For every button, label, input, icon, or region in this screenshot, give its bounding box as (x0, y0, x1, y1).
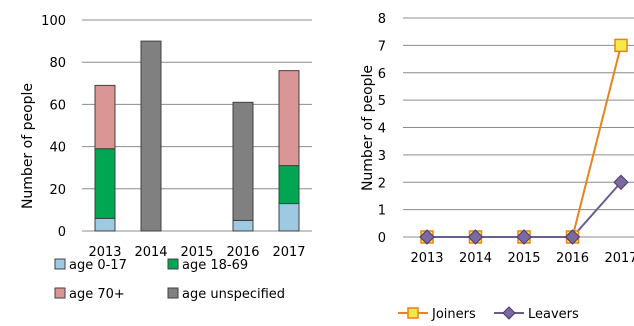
bar-x-tick-label: 2013 (88, 245, 121, 260)
bar-x-tick-label: 2015 (180, 245, 213, 260)
bar-y-tick-label: 100 (41, 14, 66, 29)
line-y-tick-label: 2 (378, 176, 386, 191)
bar-x-tick-label: 2017 (272, 245, 305, 260)
line-y-tick-label: 0 (378, 231, 386, 246)
line-y-tick-label: 6 (378, 67, 386, 82)
bar-segment-2017-s0 (278, 203, 300, 232)
bar-chart-x-ticks: 2013 2014 2015 2016 2017 (88, 245, 305, 260)
bar-segment-2017-s2 (278, 70, 300, 167)
bar-legend-swatch (167, 258, 179, 270)
line-chart-y-axis-label: Number of people (360, 65, 376, 191)
bar-segment-2014-s3 (140, 40, 162, 232)
line-x-tick-label: 2015 (507, 251, 540, 266)
bar-legend-swatch (54, 258, 66, 270)
leavers-point-2016 (564, 229, 581, 245)
bar-x-tick-label: 2014 (134, 245, 167, 260)
bar-chart-y-axis-label: Number of people (20, 83, 36, 209)
leavers-point-2017 (613, 174, 629, 190)
bar-y-tick-label: 80 (49, 56, 66, 71)
line-x-tick-label: 2017 (604, 251, 634, 266)
line-chart-y-ticks: 0 1 2 3 4 5 6 7 8 (378, 12, 386, 246)
line-y-tick-label: 8 (378, 12, 386, 27)
line-chart-legend: Joiners Leavers (398, 306, 579, 322)
line-chart-series (419, 38, 629, 245)
line-legend-marker (502, 306, 516, 320)
line-x-tick-label: 2014 (459, 251, 492, 266)
bar-chart-legend: age 0-17 age 18-69 age 70+ age unspecified (54, 258, 285, 302)
bar-legend-label: age 0-17 (69, 258, 127, 273)
bar-legend-swatch (167, 287, 179, 299)
line-y-tick-label: 5 (378, 94, 386, 109)
bar-y-tick-label: 20 (49, 183, 66, 198)
bar-chart-gridlines (82, 19, 312, 232)
bar-segment-2016-s3 (232, 101, 254, 221)
line-legend-label: Leavers (528, 307, 579, 322)
bar-y-tick-label: 60 (49, 98, 66, 113)
bar-segment-2013-s0 (94, 217, 116, 232)
bar-chart-bars (94, 40, 300, 232)
joiners-point-2017 (614, 38, 628, 53)
leavers-point-2014 (467, 229, 484, 245)
bar-segment-2013-s2 (94, 84, 116, 150)
line-chart-x-ticks: 2013 2014 2015 2016 2017 (410, 251, 634, 266)
bar-segment-2017-s1 (278, 165, 300, 205)
bar-y-tick-label: 0 (58, 225, 66, 240)
line-y-tick-label: 3 (378, 149, 386, 164)
line-legend-label: Joiners (431, 307, 476, 322)
leavers-point-2015 (516, 229, 532, 245)
line-x-tick-label: 2016 (556, 251, 589, 266)
line-legend-marker (407, 307, 419, 319)
bar-y-tick-label: 40 (49, 141, 66, 156)
bar-legend-label: age 70+ (69, 287, 125, 302)
bar-segment-2016-s0 (232, 219, 254, 232)
bar-legend-swatch (54, 287, 66, 299)
bar-x-tick-label: 2016 (226, 245, 259, 260)
bar-legend-label: age 18-69 (182, 258, 248, 273)
bar-legend-label: age unspecified (182, 287, 285, 302)
line-x-tick-label: 2013 (410, 251, 443, 266)
line-series-joiners (427, 45, 622, 238)
line-y-tick-label: 4 (378, 122, 386, 137)
line-y-tick-label: 1 (378, 204, 386, 219)
leavers-point-2013 (419, 229, 435, 245)
line-y-tick-label: 7 (378, 39, 386, 54)
bar-segment-2013-s1 (94, 148, 116, 219)
bar-chart-y-ticks: 0 20 40 60 80 100 (41, 14, 66, 240)
